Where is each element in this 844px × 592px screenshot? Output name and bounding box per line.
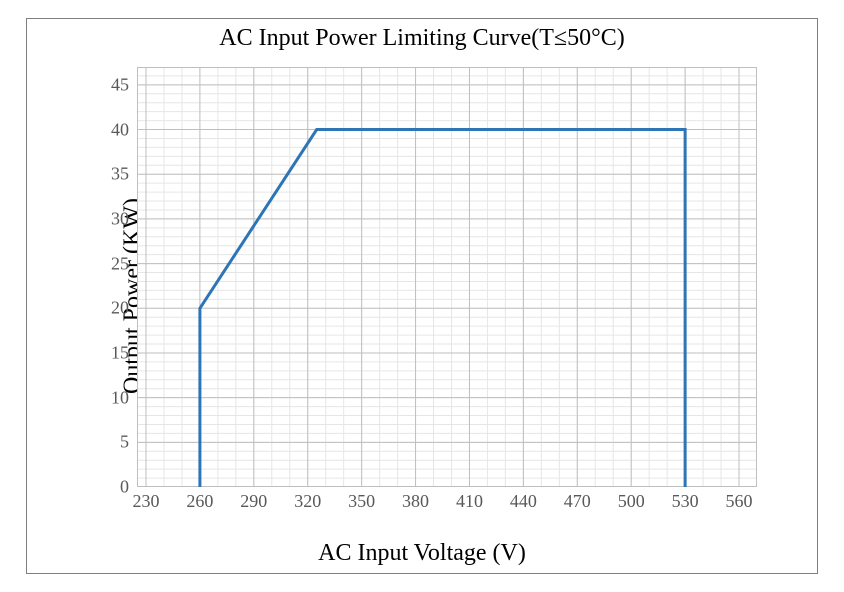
x-axis-label: AC Input Voltage (V)	[27, 540, 817, 567]
y-tick-label: 0	[120, 477, 129, 498]
y-tick-label: 40	[111, 119, 129, 140]
x-tick-label: 320	[294, 491, 321, 512]
x-tick-label: 260	[186, 491, 213, 512]
y-tick-label: 10	[111, 387, 129, 408]
x-tick-label: 560	[726, 491, 753, 512]
chart-panel: AC Input Power Limiting Curve(T≤50°C) Ou…	[26, 18, 818, 574]
x-tick-label: 350	[348, 491, 375, 512]
y-tick-label: 20	[111, 298, 129, 319]
x-tick-label: 440	[510, 491, 537, 512]
x-tick-label: 410	[456, 491, 483, 512]
chart-title: AC Input Power Limiting Curve(T≤50°C)	[27, 25, 817, 52]
plot-area	[137, 67, 757, 487]
y-tick-label: 30	[111, 208, 129, 229]
x-tick-label: 500	[618, 491, 645, 512]
plot-svg	[137, 67, 757, 487]
y-tick-label: 5	[120, 432, 129, 453]
y-tick-label: 45	[111, 74, 129, 95]
y-tick-label: 35	[111, 164, 129, 185]
y-tick-label: 15	[111, 342, 129, 363]
x-tick-label: 530	[672, 491, 699, 512]
chart-container: AC Input Power Limiting Curve(T≤50°C) Ou…	[0, 0, 844, 592]
x-tick-label: 290	[240, 491, 267, 512]
x-tick-label: 380	[402, 491, 429, 512]
y-tick-label: 25	[111, 253, 129, 274]
x-tick-label: 470	[564, 491, 591, 512]
x-tick-label: 230	[132, 491, 159, 512]
